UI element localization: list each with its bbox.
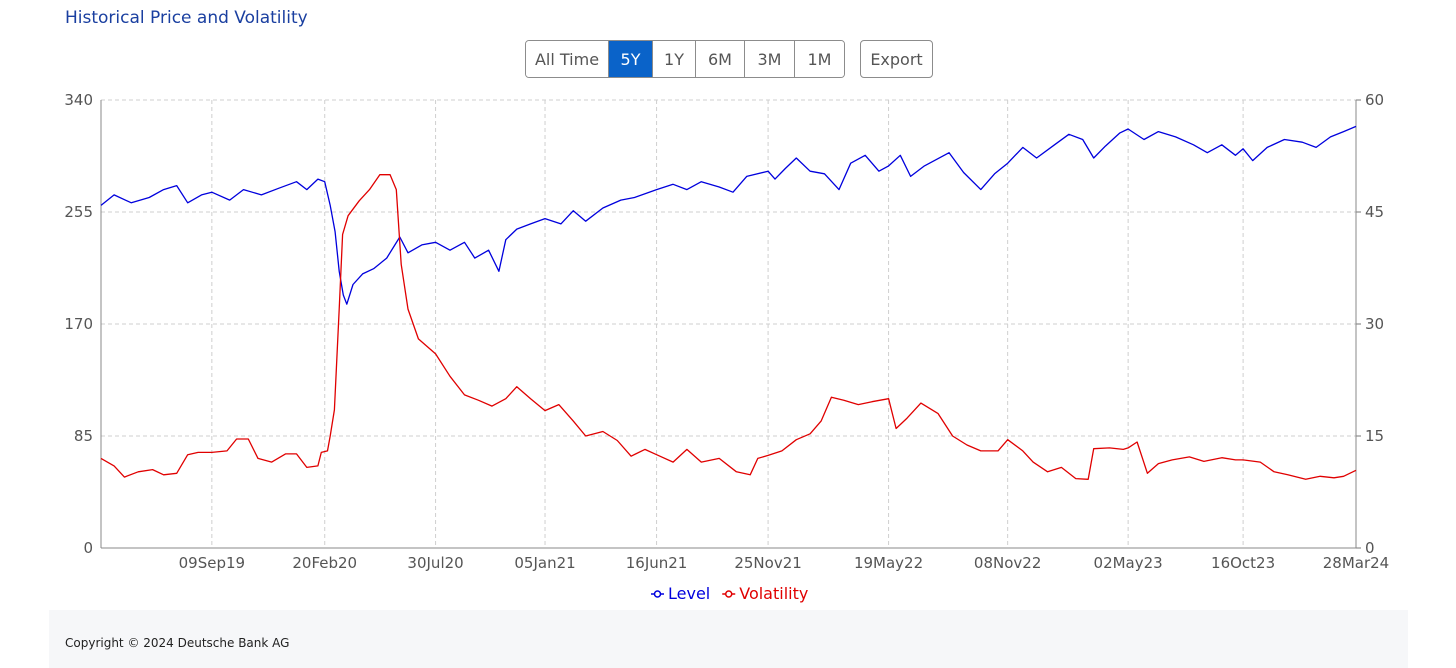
legend-label-volatility: Volatility [739, 584, 808, 603]
y-left-tick-label: 0 [83, 539, 93, 557]
y-right-tick-label: 60 [1365, 91, 1384, 109]
x-tick-label: 08Nov22 [974, 554, 1041, 572]
x-tick-label: 25Nov21 [734, 554, 801, 572]
range-6m-button[interactable]: 6M [696, 41, 745, 77]
range-selector: All Time 5Y 1Y 6M 3M 1M [525, 40, 845, 78]
x-tick-label: 02May23 [1094, 554, 1163, 572]
y-right-tick-label: 0 [1365, 539, 1375, 557]
x-tick-label: 30Jul20 [407, 554, 463, 572]
range-3m-button[interactable]: 3M [745, 41, 795, 77]
x-tick-label: 16Oct23 [1211, 554, 1275, 572]
y-right-tick-label: 30 [1365, 315, 1384, 333]
y-right-tick-label: 15 [1365, 427, 1384, 445]
range-5y-button[interactable]: 5Y [609, 41, 653, 77]
x-tick-label: 19May22 [854, 554, 923, 572]
chart-title: Historical Price and Volatility [65, 8, 308, 28]
copyright-text: Copyright © 2024 Deutsche Bank AG [65, 636, 290, 650]
x-tick-label: 20Feb20 [292, 554, 357, 572]
series-line-level [100, 125, 1357, 305]
series-line-volatility [100, 174, 1357, 480]
x-tick-label: 16Jun21 [626, 554, 688, 572]
legend-marker-volatility [724, 590, 733, 598]
x-tick-label: 05Jan21 [514, 554, 575, 572]
y-left-tick-label: 170 [64, 315, 93, 333]
range-all-time-button[interactable]: All Time [526, 41, 609, 77]
price-volatility-chart: 0 0 85 15 170 30 255 45 340 60 09Sep19 20Feb20 30Jul… [64, 91, 1389, 603]
export-button[interactable]: Export [860, 40, 933, 78]
legend-label-level: Level [668, 584, 710, 603]
x-tick-label: 09Sep19 [179, 554, 245, 572]
range-1y-button[interactable]: 1Y [653, 41, 696, 77]
y-left-tick-label: 85 [74, 427, 93, 445]
y-right-tick-label: 45 [1365, 203, 1384, 221]
footer: Copyright © 2024 Deutsche Bank AG [49, 610, 1408, 668]
x-tick-label: 28Mar24 [1323, 554, 1389, 572]
y-left-tick-label: 255 [64, 203, 93, 221]
legend-marker-level [653, 590, 662, 598]
y-left-tick-label: 340 [64, 91, 93, 109]
range-1m-button[interactable]: 1M [795, 41, 844, 77]
